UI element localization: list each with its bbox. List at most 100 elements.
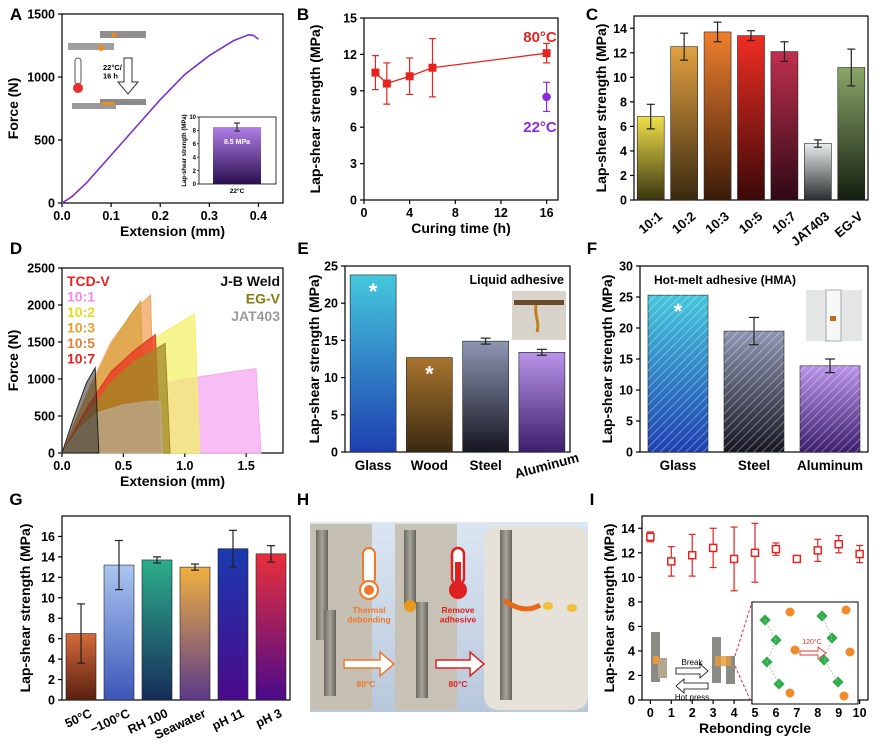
photo-adhesive-strand <box>534 304 540 333</box>
text-line: TCD-V <box>67 273 110 289</box>
x-category-label: 10:5 <box>736 208 766 236</box>
x-category-label: Glass <box>660 458 697 473</box>
point-80c <box>542 49 551 58</box>
legend-left-entry: 10:5 <box>67 335 95 351</box>
panel-h: Thermal debonding 80°C Remove adhesive 80°C <box>310 522 588 712</box>
text-line: 1000 <box>27 71 55 85</box>
text-line: 0.4 <box>250 209 267 223</box>
x-category-label: pH 3 <box>254 706 285 730</box>
text-line: 15 <box>619 353 633 367</box>
bar-steel <box>462 340 509 453</box>
zoom-line <box>734 601 753 657</box>
text-line: 2 <box>689 706 696 720</box>
text-line: 6 <box>620 120 627 134</box>
y-tick-label: 500 <box>34 410 55 424</box>
x-tick-label: 0.4 <box>250 209 267 223</box>
text-line: 0 <box>350 194 357 208</box>
panel-letter-c: C <box>586 5 598 24</box>
x-tick-label: 3 <box>710 706 717 720</box>
strip-pair <box>726 656 735 684</box>
step2-label: Remove adhesive <box>440 605 477 624</box>
text-line: 15 <box>324 334 338 348</box>
panel-letter-f: F <box>587 239 597 258</box>
network-links <box>764 615 839 685</box>
y-tick-label: 500 <box>34 134 55 148</box>
text-line: H <box>297 490 309 509</box>
text-line: 1.0 <box>176 459 193 473</box>
metal-strip <box>324 610 336 696</box>
text-line: Rebonding cycle <box>699 720 811 736</box>
photo-rod <box>514 300 564 305</box>
text-line: 10:1 <box>67 289 95 305</box>
photo-glass-slide <box>825 289 842 342</box>
y-axis-label: Lap-shear strength (MPa) <box>307 25 323 194</box>
plot-frame <box>61 515 291 701</box>
text-line: Lap-shear strength (MPa) <box>307 25 323 194</box>
text-line: 4 <box>628 644 635 658</box>
y-tick-label: 30 <box>619 260 633 274</box>
y-axis-label: Lap-shear strength (MPa) <box>593 24 609 193</box>
text-line: * <box>369 279 378 304</box>
text-line: Curing time (h) <box>411 220 511 236</box>
text-line: 22°C <box>523 119 557 136</box>
text-line: 8 <box>814 706 821 720</box>
y-tick-label: 5 <box>331 408 338 422</box>
panel-d: 0 500 1000 1500 2000 2500 0.0 0.5 1.0 1.5 Extensio… <box>5 262 284 489</box>
text-line: JAT403 <box>788 208 832 249</box>
panel-title: Hot-melt adhesive (HMA) <box>654 273 796 287</box>
cycle-point <box>667 557 676 566</box>
text-line: 80°C <box>523 29 557 46</box>
break-label: Break <box>682 658 704 667</box>
text-line: 10:5 <box>67 335 95 351</box>
bond-layer <box>715 656 731 666</box>
panel-letter-d: D <box>10 239 22 258</box>
significance-star: * <box>369 279 378 304</box>
x-category-label: 10:1 <box>635 208 665 236</box>
y-tick-label: 5 <box>626 415 633 429</box>
x-category-label: 10:3 <box>702 208 732 236</box>
cycle-point <box>834 539 843 549</box>
text-line: 6 <box>772 706 779 720</box>
x-tick-label: 7 <box>793 706 800 720</box>
y-tick-label: 12 <box>343 48 357 62</box>
inset-y-tick-label: 0 <box>193 182 197 188</box>
text-line: 16 <box>41 530 55 544</box>
y-tick-label: 0 <box>620 194 627 208</box>
force-area-jbweld <box>61 366 100 454</box>
y-tick-label: 9 <box>350 84 357 98</box>
text-line: E <box>297 239 308 258</box>
y-tick-label: 2 <box>620 169 627 183</box>
y-tick-label: 3 <box>350 157 357 171</box>
y-tick-label: 1500 <box>27 336 55 350</box>
text-line: 6 <box>350 121 357 135</box>
x-tick-label: 0.5 <box>115 459 132 473</box>
joined-slide <box>72 103 116 109</box>
text-line: Liquid adhesive <box>470 273 565 287</box>
y-tick-label: 10 <box>41 591 55 605</box>
text-line: 0 <box>361 206 368 220</box>
y-axis-label: Lap-shear strength (MPa) <box>306 275 322 444</box>
text-line: 10:5 <box>736 208 766 236</box>
legend-right-entry: JAT403 <box>231 308 280 324</box>
text-line: 4 <box>193 155 197 161</box>
bar-jat403 <box>804 143 832 201</box>
y-tick-label: 1000 <box>27 373 55 387</box>
y-tick-label: 12 <box>41 571 55 585</box>
text-line: 12 <box>613 46 627 60</box>
text-line: 8 <box>48 612 55 626</box>
bar-egv <box>837 67 866 201</box>
panel-b: 0 3 6 9 12 15 0 4 8 12 16 Curing time (h) Lap-shear … <box>307 12 559 236</box>
y-tick-label: 10 <box>621 571 635 585</box>
heating-arrow-icon <box>799 646 827 660</box>
text-line: 500 <box>34 410 55 424</box>
y-tick-label: 4 <box>628 644 635 658</box>
step1-arrow-icon <box>343 650 396 678</box>
text-line: 12 <box>41 571 55 585</box>
text-line: 8 <box>452 206 459 220</box>
y-axis-label: Lap-shear strength (MPa) <box>599 275 615 444</box>
y-tick-label: 20 <box>324 297 338 311</box>
text-line: 10 <box>621 571 635 585</box>
panel-letter-g: G <box>9 490 22 509</box>
x-category-label: JAT403 <box>788 208 832 249</box>
